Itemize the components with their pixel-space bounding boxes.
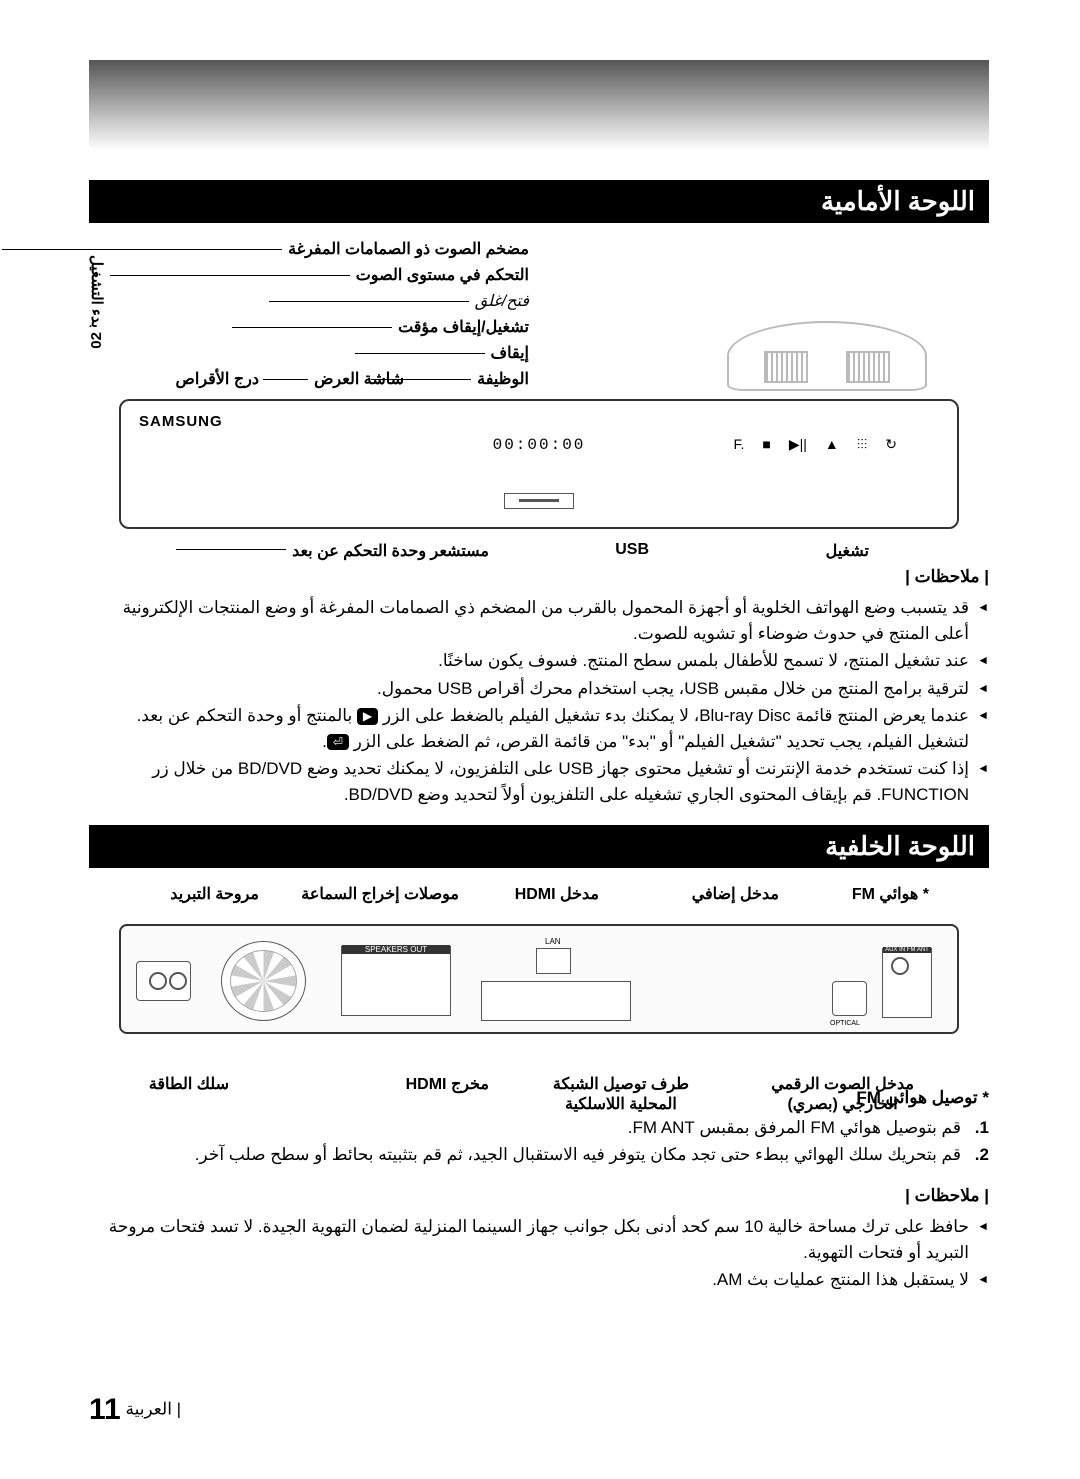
lan-port-icon [537, 948, 572, 974]
label-disc-tray: درج الأقراص [177, 371, 260, 388]
label-volume: التحكم في مستوى الصوت [357, 267, 530, 284]
front-notes-heading: | ملاحظات | [90, 567, 990, 587]
power-button-icon: ↻ [886, 436, 898, 453]
rear-note-1: حافظ على ترك مساحة خالية 10 سم كحد أدنى … [90, 1214, 990, 1265]
label-hdmi-out: مخرج HDMI [407, 1074, 490, 1094]
label-amplifier: مضخم الصوت ذو الصمامات المفرغة [289, 241, 530, 258]
rear-panel-header: اللوحة الخلفية [90, 825, 990, 868]
power-cord-port-icon [137, 961, 192, 1001]
label-lan: طرف توصيل الشبكة المحلية اللاسلكية [554, 1074, 690, 1114]
label-open-close: فتح/غلق [476, 293, 530, 310]
aux-fm-port-icon [883, 948, 933, 1018]
optical-port-icon [833, 981, 868, 1016]
label-usb: USB [616, 541, 650, 559]
cooling-fan-icon [222, 941, 307, 1021]
stop-button-icon: ■ [763, 436, 771, 453]
rear-panel-diagram: * هوائي FM مدخل إضافي مدخل HDMI موصلات إ… [90, 884, 990, 1074]
label-power-cord: سلك الطاقة [150, 1074, 230, 1094]
label-play-pause: تشغيل/إيقاف مؤقت [399, 319, 530, 336]
front-note-1: قد يتسبب وضع الهواتف الخلوية أو أجهزة ال… [90, 595, 990, 646]
label-fm-antenna: * هوائي FM [853, 884, 930, 904]
label-hdmi-in: مدخل HDMI [516, 884, 600, 904]
label-aux-in: مدخل إضافي [693, 884, 780, 904]
volume-button-icon: ⫶⫶⫶ [858, 436, 869, 453]
brand-logo: SAMSUNG [140, 413, 224, 430]
label-digital-audio: مدخل الصوت الرقمي الخارجي (بصري) [772, 1074, 915, 1114]
enter-icon: ⏎ [328, 734, 350, 750]
page-footer: | العربية 11 [90, 1393, 182, 1427]
speaker-tubes-icon [728, 321, 928, 391]
usb-slot-icon [505, 493, 575, 509]
device-front-outline: SAMSUNG 00:00:00 F. ■ ▶|| ▲ ⫶⫶⫶ ↻ [120, 399, 960, 529]
hdmi-ports-icon [482, 981, 632, 1021]
front-note-5: إذا كنت تستخدم خدمة الإنترنت أو تشغيل مح… [90, 756, 990, 807]
front-note-2: عند تشغيل المنتج، لا تسمح للأطفال بلمس س… [90, 648, 990, 674]
play-pause-button-icon: ▶|| [790, 436, 808, 453]
eject-button-icon: ▲ [826, 436, 840, 453]
rear-notes-list: حافظ على ترك مساحة خالية 10 سم كحد أدنى … [90, 1214, 990, 1293]
footer-page-number: 11 [90, 1393, 122, 1426]
fm-steps-list: قم بتوصيل هوائي FM المرفق بمقبس FM ANT. … [90, 1114, 990, 1168]
front-notes-list: قد يتسبب وضع الهواتف الخلوية أو أجهزة ال… [90, 595, 990, 807]
fm-step-1: قم بتوصيل هوائي FM المرفق بمقبس FM ANT. [90, 1114, 990, 1141]
footer-lang: العربية [126, 1399, 172, 1418]
label-display: شاشة العرض [315, 371, 405, 388]
label-remote-sensor: مستشعر وحدة التحكم عن بعد [293, 543, 490, 560]
front-note-3: لترقية برامج المنتج من خلال مقبس USB، يج… [90, 676, 990, 702]
front-button-row: F. ■ ▶|| ▲ ⫶⫶⫶ ↻ [735, 436, 899, 453]
label-stop: إيقاف [492, 345, 530, 362]
rear-note-2: لا يستقبل هذا المنتج عمليات بث AM. [90, 1267, 990, 1293]
front-note-4: عندما يعرض المنتج قائمة Blu-ray Disc، لا… [90, 703, 990, 754]
function-button-icon: F. [735, 436, 746, 453]
label-speaker-out: موصلات إخراج السماعة [302, 884, 460, 904]
label-cooling-fan: مروحة التبريد [171, 884, 260, 904]
fm-step-2: قم بتحريك سلك الهوائي ببطء حتى تجد مكان … [90, 1141, 990, 1168]
speakers-out-port-icon [342, 946, 452, 1016]
rear-notes-heading: | ملاحظات | [90, 1186, 990, 1206]
time-display: 00:00:00 [494, 436, 587, 454]
front-panel-diagram: مضخم الصوت ذو الصمامات المفرغة التحكم في… [90, 239, 990, 559]
front-panel-header: اللوحة الأمامية [90, 180, 990, 223]
device-rear-outline [120, 924, 960, 1034]
play-icon: ▶ [358, 708, 379, 724]
label-function: الوظيفة [478, 371, 530, 388]
label-power: تشغيل [827, 541, 870, 561]
